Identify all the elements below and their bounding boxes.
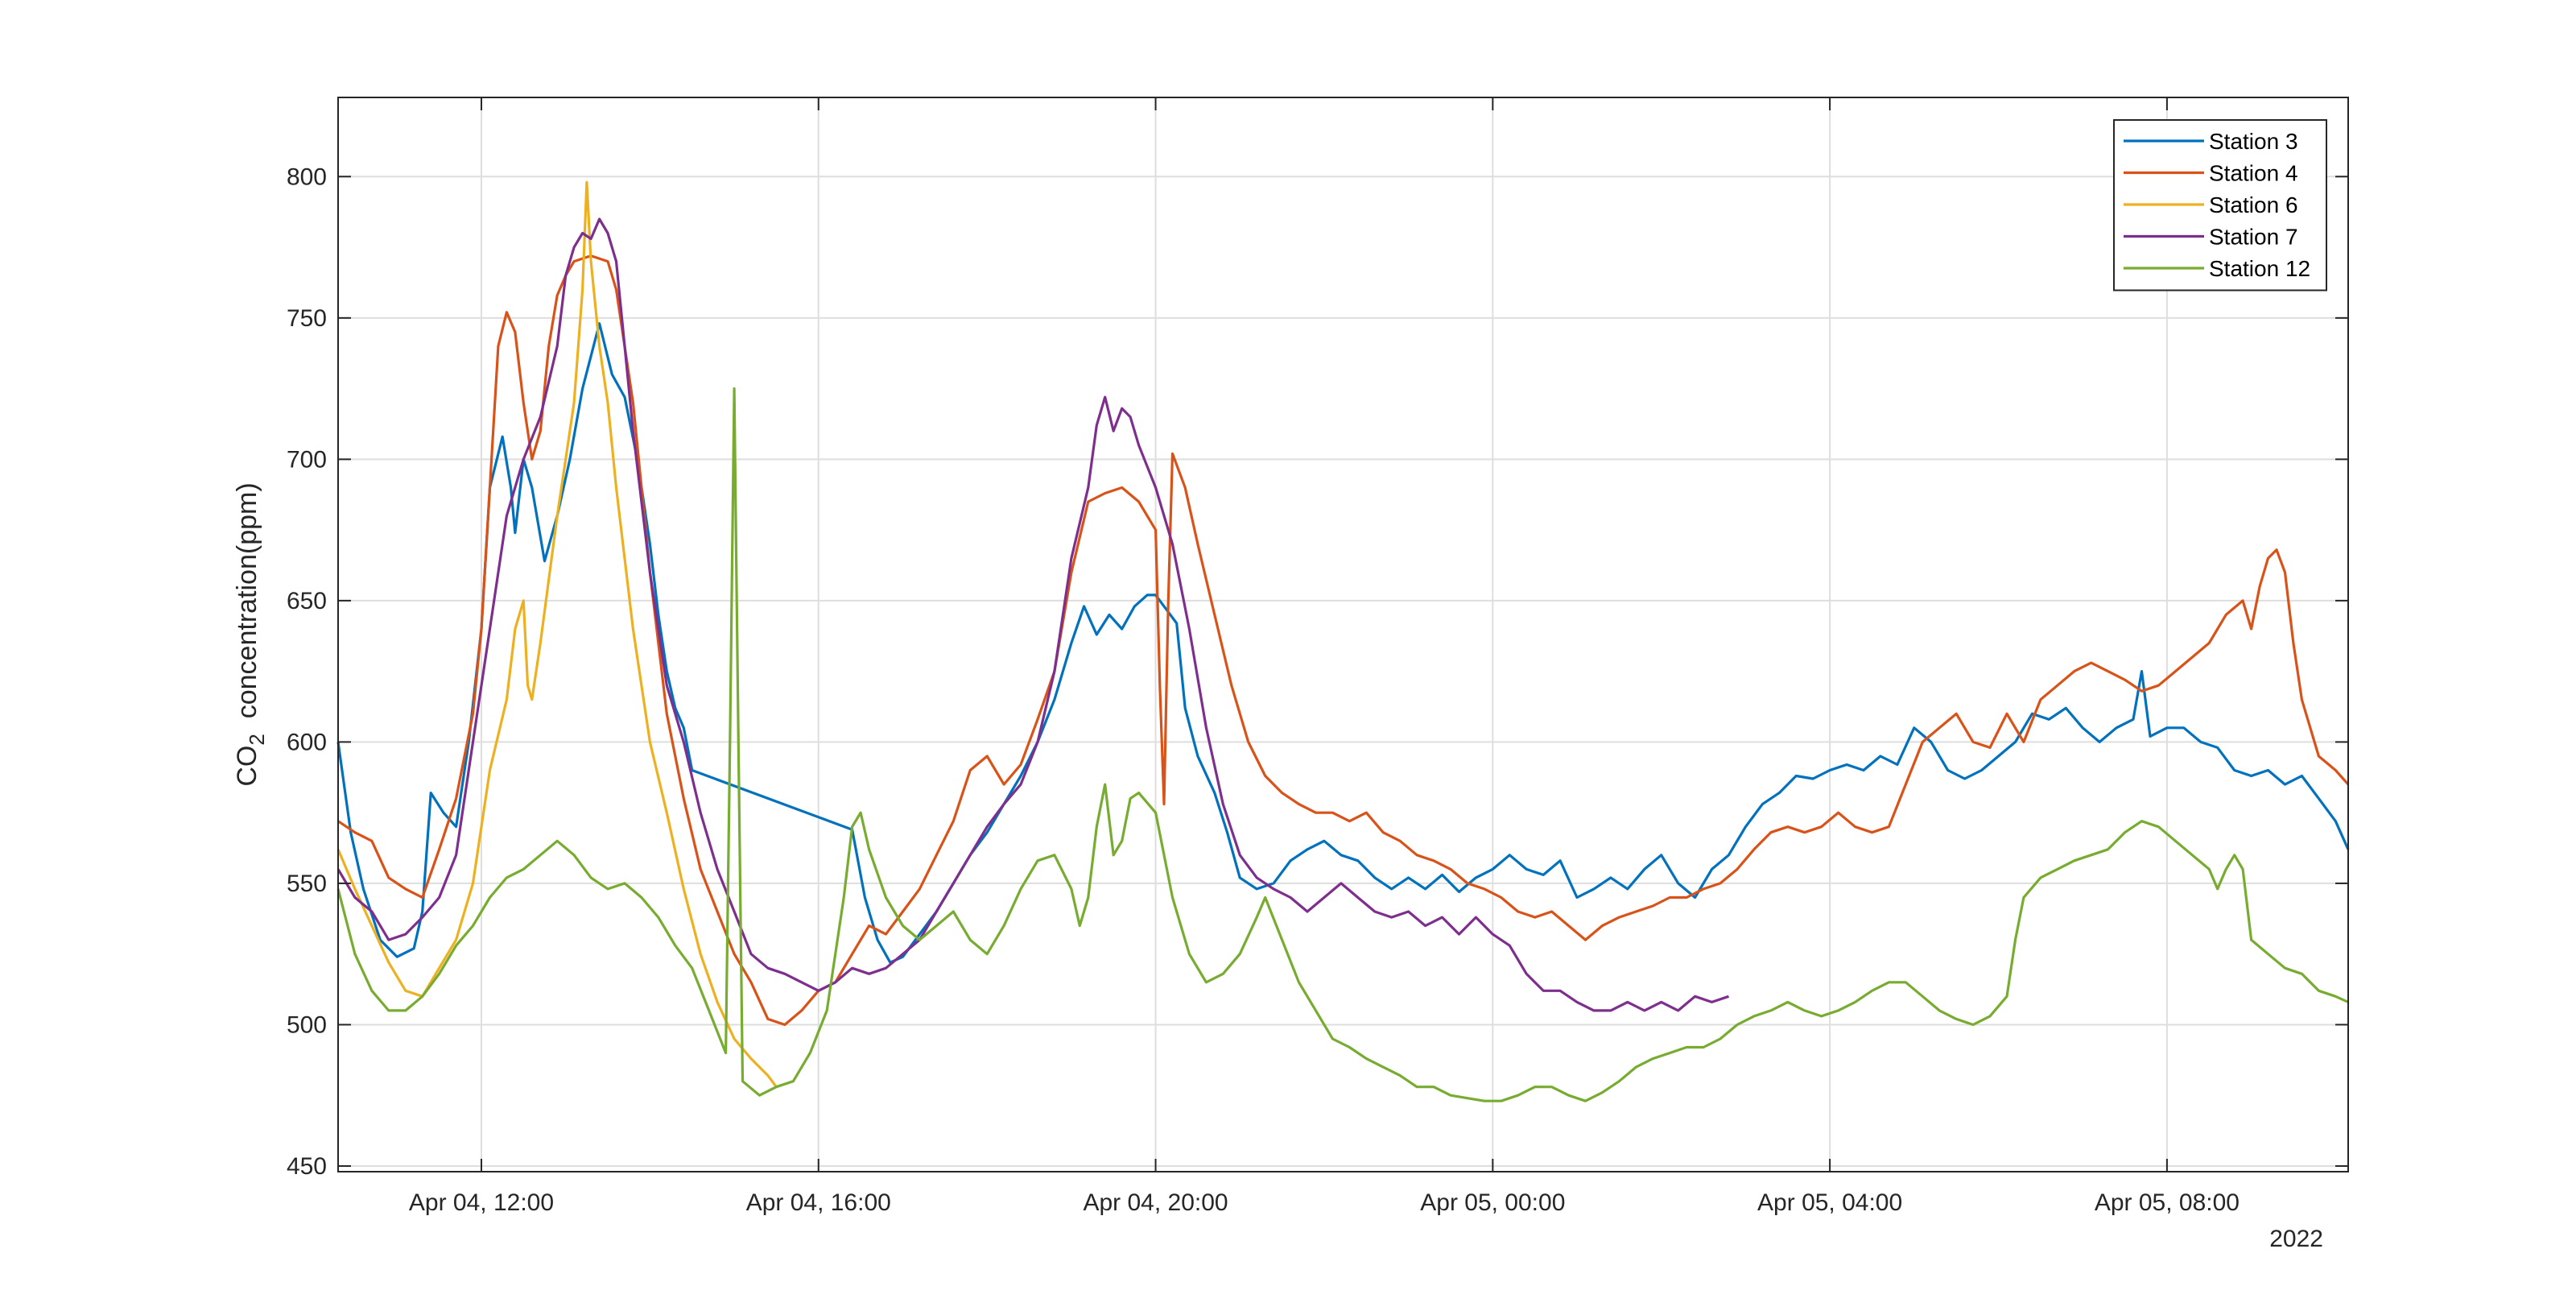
x-tick-label: Apr 05, 00:00 <box>1420 1189 1565 1216</box>
y-tick-label: 450 <box>287 1153 327 1180</box>
legend-label: Station 3 <box>2209 129 2298 154</box>
legend: Station 3 Station 4 Station 6 Station 7 Stat… <box>2113 119 2327 292</box>
x-tick-label: Apr 05, 08:00 <box>2095 1189 2240 1216</box>
x-tick-label: Apr 05, 04:00 <box>1757 1189 1902 1216</box>
y-tick-label: 500 <box>287 1011 327 1038</box>
legend-label: Station 4 <box>2209 161 2298 186</box>
x-tick-label: Apr 04, 12:00 <box>409 1189 554 1216</box>
x-tick-label: Apr 04, 20:00 <box>1083 1189 1228 1216</box>
series-line-station-7 <box>336 217 1730 1012</box>
series-line-station-3 <box>336 322 2350 964</box>
series-line-station-4 <box>337 254 2350 1027</box>
y-axis-label: CO2 concentration(ppm) <box>232 482 269 786</box>
plot-area-background <box>338 97 2348 1172</box>
year-label: 2022 <box>2269 1226 2323 1252</box>
series-line-station-6 <box>336 180 778 1088</box>
legend-label: Station 12 <box>2209 256 2310 281</box>
y-tick-label: 650 <box>287 588 327 614</box>
legend-label: Station 7 <box>2209 225 2298 250</box>
y-axis-label-chem: CO <box>232 746 262 787</box>
series-group <box>336 180 2350 1102</box>
y-tick-label: 600 <box>287 729 327 755</box>
y-tick-label: 700 <box>287 446 327 473</box>
y-axis-label-subscript: 2 <box>245 734 269 745</box>
legend-label: Station 6 <box>2209 192 2298 217</box>
y-axis-label-unit: concentration(ppm) <box>232 482 262 718</box>
y-tick-label: 550 <box>287 871 327 897</box>
y-tick-label: 800 <box>287 163 327 190</box>
x-tick-label: Apr 04, 16:00 <box>746 1189 891 1216</box>
plot-area-border <box>337 97 2349 1172</box>
y-tick-label: 750 <box>287 305 327 332</box>
series-line-station-12 <box>336 387 2349 1102</box>
y-axis-label-spacer <box>232 718 262 734</box>
axis-ticks: 450 500 550 600 650 700 750 800 Apr 04, 12:00 Apr… <box>287 97 2348 1216</box>
